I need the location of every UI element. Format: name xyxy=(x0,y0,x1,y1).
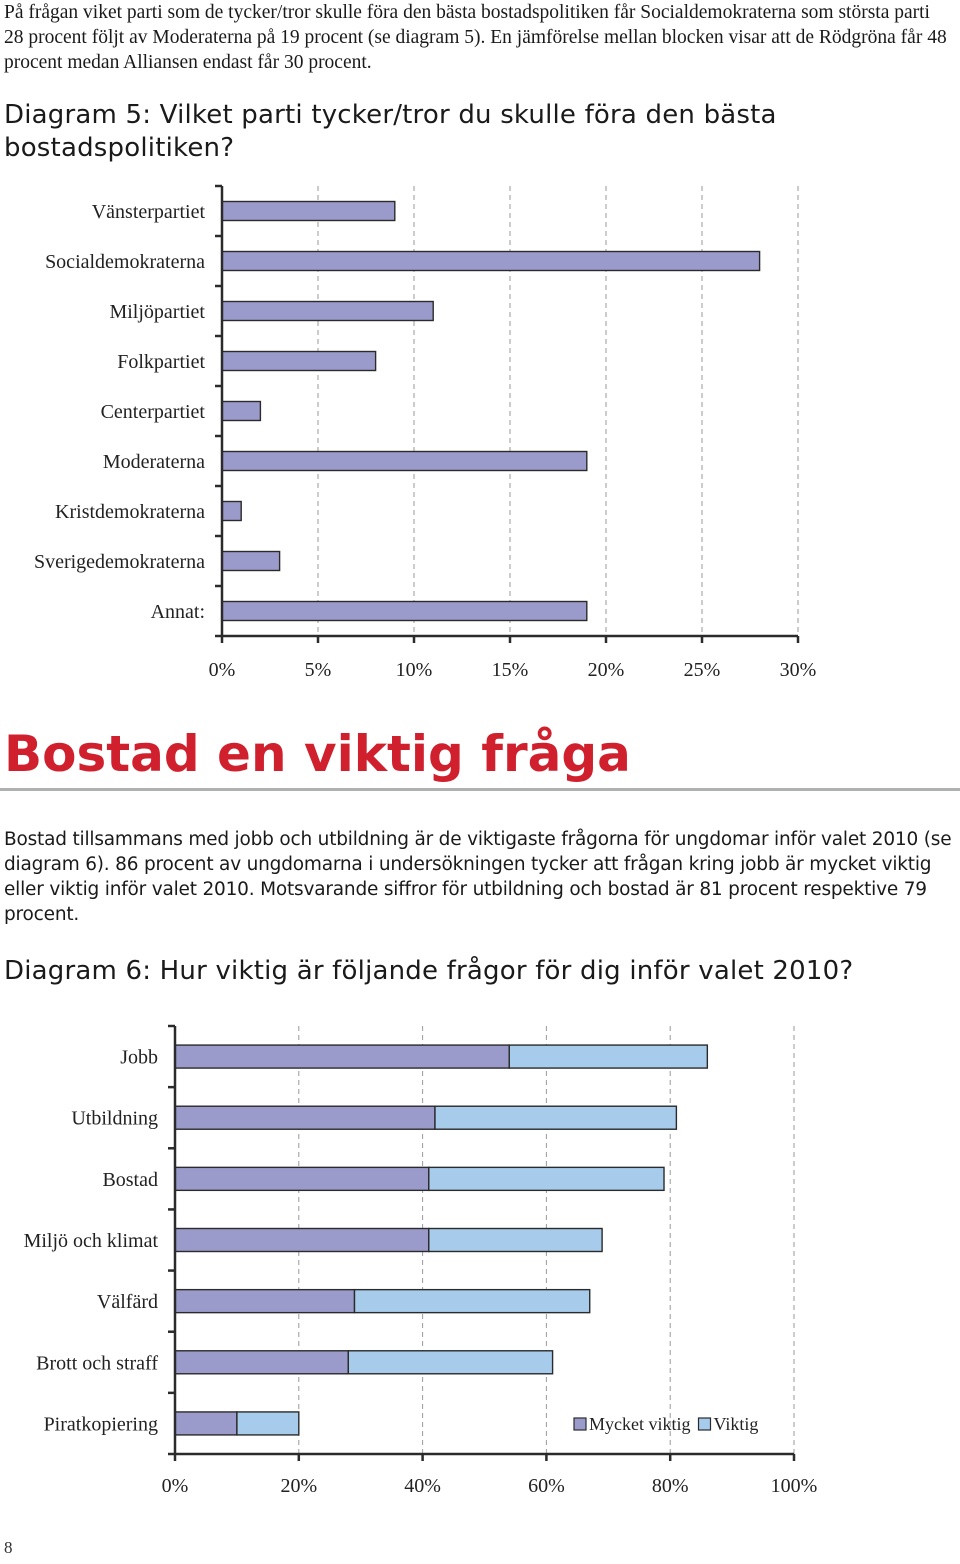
category-label: Piratkopiering xyxy=(44,1413,158,1435)
legend-label-viktig: Viktig xyxy=(714,1414,759,1434)
category-label: Utbildning xyxy=(71,1108,158,1130)
section-paragraph: Bostad tillsammans med jobb och utbildni… xyxy=(4,829,952,925)
bar-välfärd-viktig xyxy=(353,1288,591,1314)
category-label: Bostad xyxy=(102,1169,158,1191)
category-label: Centerpartiet xyxy=(101,401,206,423)
x-tick-label: 0% xyxy=(162,1475,189,1497)
bar-socialdemokraterna xyxy=(221,250,761,272)
bar-folkpartiet xyxy=(221,350,377,372)
diagram-6-chart: Jobb Utbildning Bostad Miljö och klimat Välf… xyxy=(24,1024,818,1497)
diagram-5-title: Diagram 5: Vilket parti tycker/tror du s… xyxy=(4,100,777,163)
x-tick-label: 0% xyxy=(209,659,236,681)
x-tick-label: 10% xyxy=(396,659,433,681)
x-tick-label: 80% xyxy=(652,1475,689,1497)
category-label: Miljö och klimat xyxy=(24,1230,159,1252)
category-label: Moderaterna xyxy=(103,451,205,473)
bar-utbildning-viktig xyxy=(434,1105,678,1130)
bar-miljö-och-klimat-mycket-viktig xyxy=(174,1227,430,1253)
intro-paragraph: På frågan viket parti som de tycker/tror… xyxy=(4,2,947,73)
diagram-6-title: Diagram 6: Hur viktig är följande frågor… xyxy=(4,956,854,986)
bar-brott-och-straff-mycket-viktig xyxy=(174,1350,350,1375)
category-label: Välfärd xyxy=(97,1291,158,1313)
bar-sverigedemokraterna xyxy=(221,550,281,572)
x-tick-label: 20% xyxy=(588,659,625,681)
x-tick-label: 60% xyxy=(528,1475,565,1497)
bar-jobb-viktig xyxy=(508,1044,709,1069)
x-tick-label: 40% xyxy=(404,1475,441,1497)
bar-jobb-mycket-viktig xyxy=(174,1044,510,1069)
bar-brott-och-straff-viktig xyxy=(347,1350,554,1375)
diagram-5-chart: Vänsterpartiet Socialdemokraterna Miljöpar… xyxy=(34,184,817,681)
x-tick-label: 20% xyxy=(280,1475,317,1497)
page-number: 8 xyxy=(4,1538,13,1557)
category-label: Socialdemokraterna xyxy=(45,251,205,273)
category-label: Jobb xyxy=(120,1047,158,1069)
category-label: Folkpartiet xyxy=(117,351,205,373)
section-heading: Bostad en viktig fråga xyxy=(4,725,631,783)
x-tick-label: 30% xyxy=(780,659,817,681)
category-label: Sverigedemokraterna xyxy=(34,551,205,573)
bar-moderaterna xyxy=(221,450,588,472)
category-label: Vänsterpartiet xyxy=(92,201,206,223)
x-tick-label: 15% xyxy=(492,659,529,681)
heading-divider xyxy=(0,788,960,791)
category-label: Kristdemokraterna xyxy=(55,501,205,523)
bar-kristdemokraterna xyxy=(221,500,242,522)
bar-miljöpartiet xyxy=(221,300,434,322)
category-label: Miljöpartiet xyxy=(109,301,205,323)
bar-centerpartiet xyxy=(221,400,262,422)
category-label: Brott och straff xyxy=(36,1352,158,1374)
x-tick-label: 25% xyxy=(684,659,721,681)
legend-swatch-mycket-viktig xyxy=(573,1417,587,1431)
x-tick-label: 5% xyxy=(305,659,332,681)
bar-miljö-och-klimat-viktig xyxy=(428,1227,603,1253)
category-label: Annat: xyxy=(151,601,205,623)
bar-piratkopiering-viktig xyxy=(236,1411,300,1436)
bar-vänsterpartiet xyxy=(221,200,396,222)
legend-swatch-viktig xyxy=(697,1417,712,1431)
legend-label-mycket-viktig: Mycket viktig xyxy=(589,1414,691,1434)
bar-piratkopiering-mycket-viktig xyxy=(174,1411,238,1436)
bar-utbildning-mycket-viktig xyxy=(174,1105,436,1130)
x-tick-label: 100% xyxy=(771,1475,818,1497)
bar-bostad-viktig xyxy=(428,1166,665,1192)
bar-bostad-mycket-viktig xyxy=(174,1166,430,1192)
bar-annat xyxy=(221,600,588,622)
bar-välfärd-mycket-viktig xyxy=(174,1288,356,1314)
